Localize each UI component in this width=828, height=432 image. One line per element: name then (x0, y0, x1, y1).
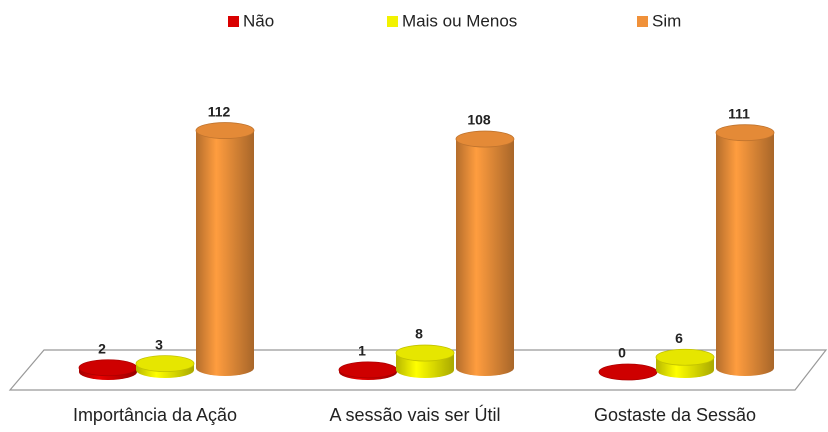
bar-top (598, 363, 658, 381)
x-tick-label: A sessão vais ser Útil (329, 404, 500, 425)
legend-swatch (387, 16, 398, 27)
legend-swatch (228, 16, 239, 27)
legend-swatch (637, 16, 648, 27)
data-label: 112 (208, 103, 231, 119)
data-label: 8 (415, 326, 423, 342)
data-label: 2 (98, 340, 106, 356)
data-label: 108 (467, 112, 491, 128)
x-tick-label: Importância da Ação (73, 405, 237, 425)
bar-top (715, 124, 775, 142)
bar-top (655, 348, 715, 366)
data-label: 0 (618, 345, 626, 361)
legend-label: Sim (652, 11, 681, 30)
data-label: 1 (358, 343, 366, 359)
legend-label: Mais ou Menos (402, 11, 517, 30)
data-label: 111 (728, 105, 750, 121)
bar-top (395, 344, 455, 362)
bar-top (78, 359, 138, 377)
bar-top (455, 130, 515, 148)
bar-top (135, 355, 195, 373)
x-tick-label: Gostaste da Sessão (594, 405, 756, 425)
bar-top (195, 122, 255, 139)
data-label: 3 (155, 336, 163, 352)
bar-body (456, 139, 514, 376)
bar-top (338, 361, 398, 379)
bar-body (716, 132, 774, 376)
bar-body (196, 130, 254, 376)
legend-label: Não (243, 11, 274, 30)
data-label: 6 (675, 330, 683, 346)
